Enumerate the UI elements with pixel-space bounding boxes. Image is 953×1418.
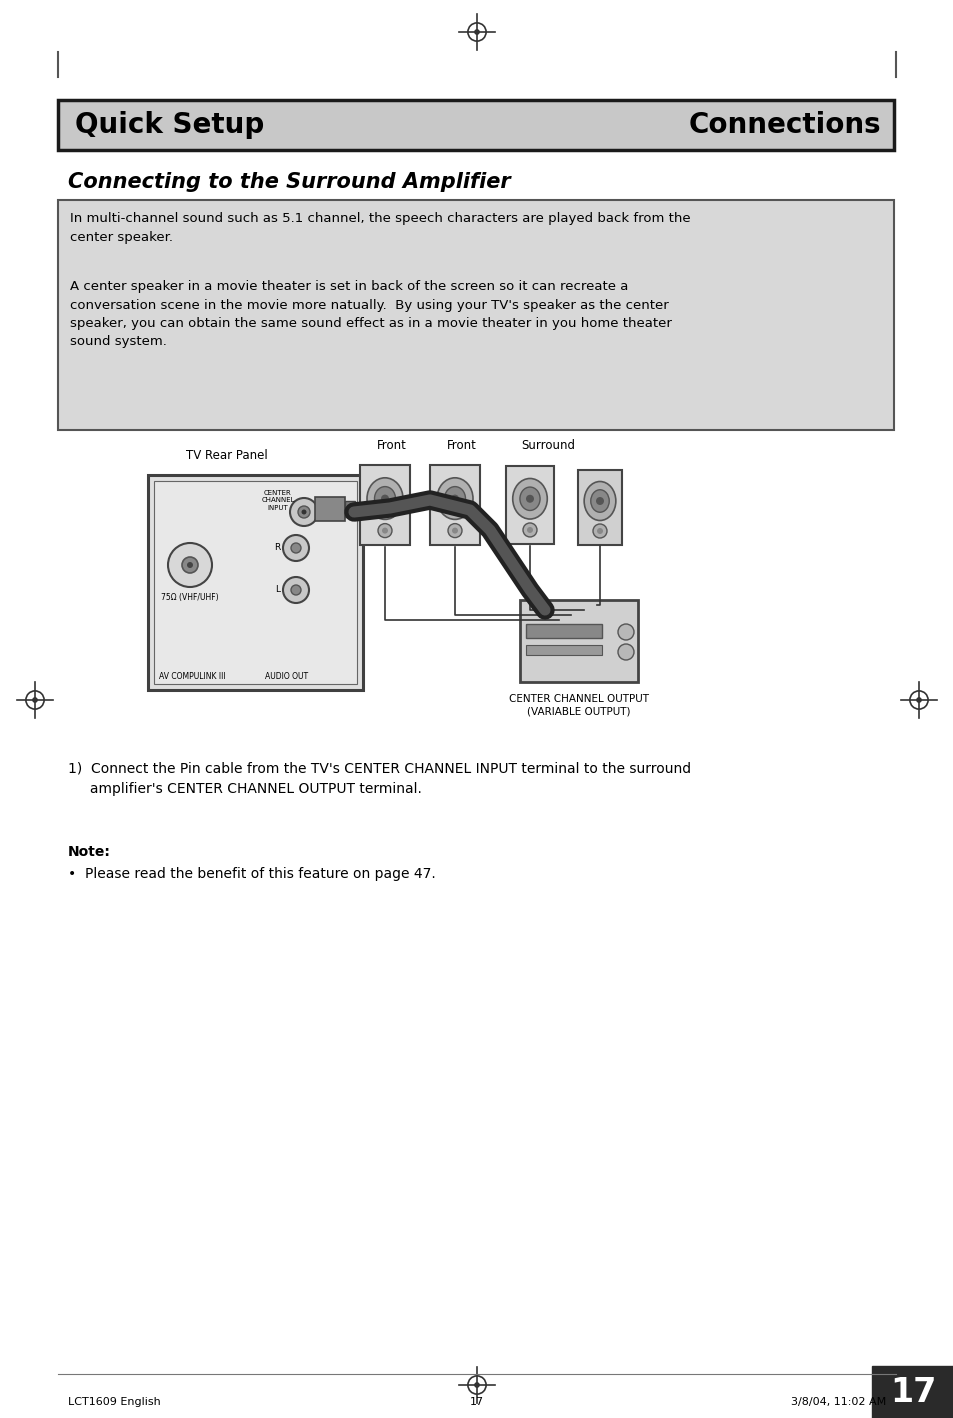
Circle shape bbox=[182, 557, 198, 573]
Circle shape bbox=[290, 498, 317, 526]
Bar bbox=[58, 101, 893, 150]
Bar bbox=[525, 645, 601, 655]
Ellipse shape bbox=[590, 489, 609, 512]
Bar bbox=[519, 600, 638, 682]
Circle shape bbox=[596, 496, 603, 505]
Bar bbox=[345, 501, 355, 518]
Circle shape bbox=[381, 527, 388, 533]
Text: 17: 17 bbox=[470, 1397, 483, 1407]
Text: •  Please read the benefit of this feature on page 47.: • Please read the benefit of this featur… bbox=[68, 866, 436, 881]
Text: Front: Front bbox=[447, 440, 476, 452]
Circle shape bbox=[451, 495, 458, 502]
Text: AUDIO OUT: AUDIO OUT bbox=[265, 672, 308, 681]
Bar bbox=[430, 465, 479, 545]
Circle shape bbox=[525, 495, 534, 503]
Circle shape bbox=[915, 698, 921, 703]
Bar bbox=[505, 467, 554, 545]
Bar bbox=[153, 481, 356, 683]
Circle shape bbox=[291, 586, 301, 596]
Circle shape bbox=[526, 527, 533, 533]
Text: Connecting to the Surround Amplifier: Connecting to the Surround Amplifier bbox=[68, 172, 510, 191]
Circle shape bbox=[448, 523, 461, 537]
Circle shape bbox=[283, 577, 309, 603]
Circle shape bbox=[593, 525, 606, 537]
Circle shape bbox=[283, 535, 309, 562]
Text: 17: 17 bbox=[889, 1375, 935, 1408]
Text: R: R bbox=[274, 543, 280, 553]
Bar bbox=[525, 624, 601, 638]
Circle shape bbox=[474, 1383, 479, 1388]
Circle shape bbox=[187, 562, 193, 569]
Text: CENTER CHANNEL OUTPUT
(VARIABLE OUTPUT): CENTER CHANNEL OUTPUT (VARIABLE OUTPUT) bbox=[509, 693, 648, 716]
Ellipse shape bbox=[583, 482, 616, 520]
Text: A center speaker in a movie theater is set in back of the screen so it can recre: A center speaker in a movie theater is s… bbox=[70, 279, 671, 349]
Circle shape bbox=[291, 543, 301, 553]
Bar bbox=[148, 475, 363, 691]
Text: CENTER
CHANNEL
INPUT: CENTER CHANNEL INPUT bbox=[261, 491, 294, 510]
Circle shape bbox=[297, 506, 310, 518]
Circle shape bbox=[452, 527, 457, 533]
Bar bbox=[314, 496, 345, 520]
Text: Front: Front bbox=[376, 440, 407, 452]
Ellipse shape bbox=[444, 486, 465, 510]
Text: Connections: Connections bbox=[688, 111, 880, 139]
Ellipse shape bbox=[512, 478, 547, 519]
Circle shape bbox=[618, 624, 634, 640]
Circle shape bbox=[380, 495, 389, 502]
Circle shape bbox=[474, 30, 479, 35]
Text: 3/8/04, 11:02 AM: 3/8/04, 11:02 AM bbox=[790, 1397, 885, 1407]
Ellipse shape bbox=[436, 478, 473, 519]
Bar bbox=[871, 1366, 953, 1418]
Text: L: L bbox=[274, 586, 280, 594]
Text: Surround: Surround bbox=[520, 440, 575, 452]
Text: 1)  Connect the Pin cable from the TV's CENTER CHANNEL INPUT terminal to the sur: 1) Connect the Pin cable from the TV's C… bbox=[68, 761, 690, 795]
Text: 75Ω (VHF/UHF): 75Ω (VHF/UHF) bbox=[161, 593, 218, 603]
Circle shape bbox=[522, 523, 537, 537]
Ellipse shape bbox=[367, 478, 402, 519]
Circle shape bbox=[168, 543, 212, 587]
Text: TV Rear Panel: TV Rear Panel bbox=[186, 450, 268, 462]
Circle shape bbox=[618, 644, 634, 659]
Text: In multi-channel sound such as 5.1 channel, the speech characters are played bac: In multi-channel sound such as 5.1 chann… bbox=[70, 213, 690, 244]
Circle shape bbox=[301, 509, 306, 515]
Bar bbox=[58, 200, 893, 430]
Bar bbox=[359, 465, 410, 545]
Circle shape bbox=[32, 698, 38, 703]
Text: LCT1609 English: LCT1609 English bbox=[68, 1397, 161, 1407]
Ellipse shape bbox=[519, 486, 539, 510]
Text: AV COMPULINK III: AV COMPULINK III bbox=[158, 672, 225, 681]
Text: Quick Setup: Quick Setup bbox=[75, 111, 264, 139]
Bar bbox=[578, 469, 621, 545]
Ellipse shape bbox=[375, 486, 395, 510]
Circle shape bbox=[597, 527, 602, 535]
Circle shape bbox=[377, 523, 392, 537]
Text: Note:: Note: bbox=[68, 845, 111, 859]
